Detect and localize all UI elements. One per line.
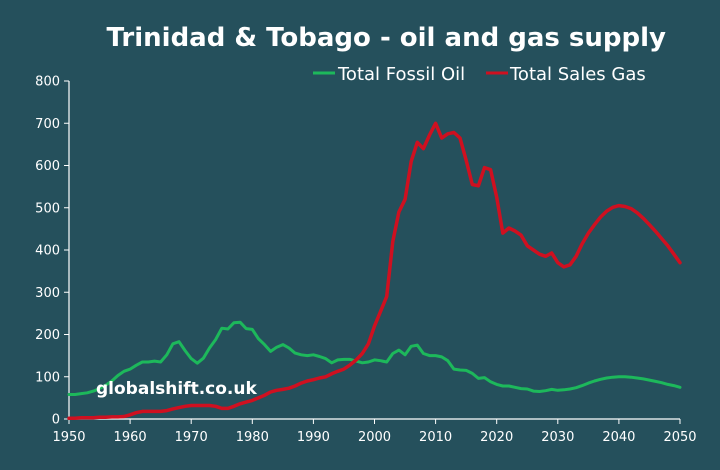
y-tick-label: 700 — [35, 117, 60, 132]
x-tick-label: 1950 — [52, 430, 85, 445]
y-tick-label: 300 — [35, 286, 60, 301]
x-tick-label: 1960 — [114, 430, 147, 445]
legend-label-gas: Total Sales Gas — [509, 64, 646, 85]
x-tick-label: 2000 — [358, 430, 391, 445]
x-tick-label: 2040 — [602, 430, 635, 445]
y-tick-label: 200 — [35, 328, 60, 343]
tick-group: 0 100 200 300 400 500 600 700 800 1950 1960 1970 198… — [35, 75, 696, 446]
watermark-annotation: globalshift.co.uk — [96, 379, 257, 399]
legend-label-oil: Total Fossil Oil — [337, 64, 465, 85]
series-group — [67, 121, 682, 420]
y-tick-label: 400 — [35, 244, 60, 259]
x-tick-label: 1970 — [175, 430, 208, 445]
y-tick-label: 500 — [35, 201, 60, 216]
y-tick-label: 100 — [35, 370, 60, 385]
y-tick-label: 0 — [52, 413, 60, 428]
chart-title: Trinidad & Tobago - oil and gas supply — [107, 23, 667, 53]
x-tick-label: 2030 — [541, 430, 574, 445]
x-tick-label: 1990 — [297, 430, 330, 445]
x-tick-label: 2050 — [663, 430, 696, 445]
legend: Total Fossil Oil Total Sales Gas — [313, 64, 646, 85]
series-line-total-sales-gas — [67, 121, 682, 420]
x-tick-label: 1980 — [236, 430, 269, 445]
axes — [68, 81, 680, 420]
series-line-total-fossil-oil — [67, 320, 682, 396]
y-tick-label: 600 — [35, 159, 60, 174]
x-tick-label: 2010 — [419, 430, 452, 445]
y-tick-label: 800 — [35, 75, 60, 90]
x-tick-label: 2020 — [480, 430, 513, 445]
